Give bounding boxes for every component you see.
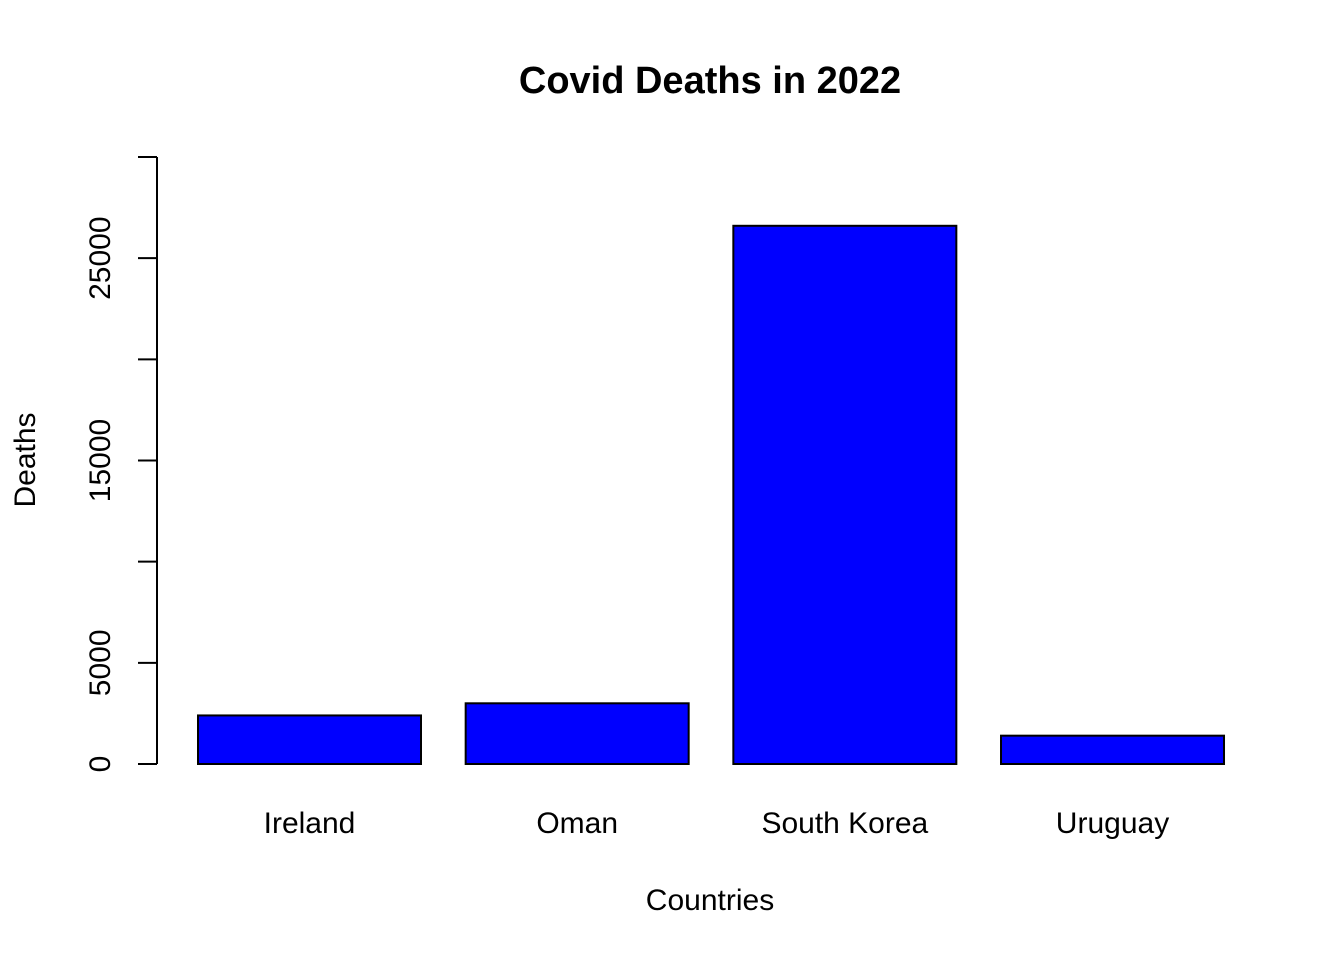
bar-south-korea	[732, 224, 958, 765]
y-tick-label: 0	[84, 756, 117, 773]
y-axis: 0 5000 15000 25000	[84, 156, 158, 773]
bars	[197, 224, 1226, 766]
bar-uruguay	[1000, 734, 1226, 766]
y-tick-label: 25000	[84, 216, 117, 299]
x-tick-labels: Ireland Oman South Korea Uruguay	[264, 807, 1170, 840]
bar-ireland	[197, 714, 422, 766]
y-tick-label: 5000	[84, 629, 117, 696]
bar-oman	[464, 702, 690, 765]
y-axis-label: Deaths	[9, 412, 42, 507]
x-tick-label: South Korea	[761, 807, 928, 840]
chart-title: Covid Deaths in 2022	[519, 60, 901, 102]
x-tick-label: Uruguay	[1056, 807, 1169, 840]
y-tick-label: 15000	[84, 419, 117, 502]
x-tick-label: Oman	[536, 807, 618, 840]
x-axis-label: Countries	[646, 884, 774, 917]
x-tick-label: Ireland	[264, 807, 356, 840]
